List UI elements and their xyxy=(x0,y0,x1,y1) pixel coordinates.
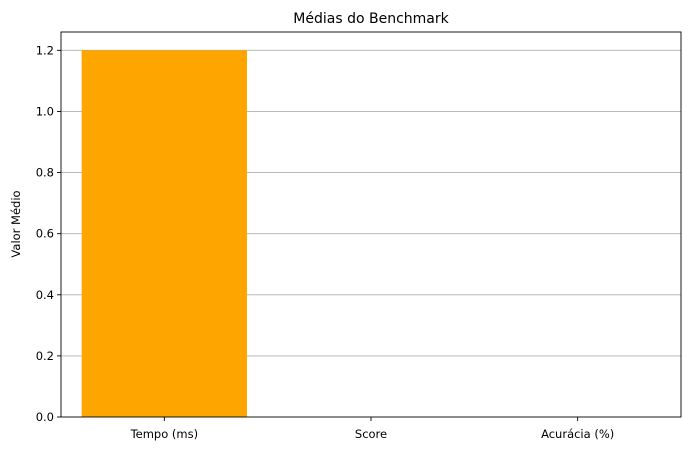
y-axis-label: Valor Médio xyxy=(9,190,23,257)
y-tick-label: 0.6 xyxy=(36,227,54,241)
x-tick-label: Score xyxy=(355,427,387,441)
chart-title: Médias do Benchmark xyxy=(293,11,449,27)
y-tick-label: 0.8 xyxy=(36,166,54,180)
y-tick-label: 0.2 xyxy=(36,349,54,363)
y-tick-label: 0.0 xyxy=(36,410,54,424)
y-tick-label: 1.2 xyxy=(36,43,54,57)
x-tick-label: Tempo (ms) xyxy=(130,427,199,441)
x-tick-label: Acurácia (%) xyxy=(541,427,614,441)
y-ticks: 0.0 0.2 0.4 0.6 0.8 1.0 1.2 xyxy=(36,43,61,424)
bar-0 xyxy=(81,50,248,417)
y-tick-label: 0.4 xyxy=(36,288,54,302)
bars xyxy=(81,50,248,417)
y-tick-label: 1.0 xyxy=(36,104,54,118)
x-ticks: Tempo (ms) Score Acurácia (%) xyxy=(130,417,614,441)
